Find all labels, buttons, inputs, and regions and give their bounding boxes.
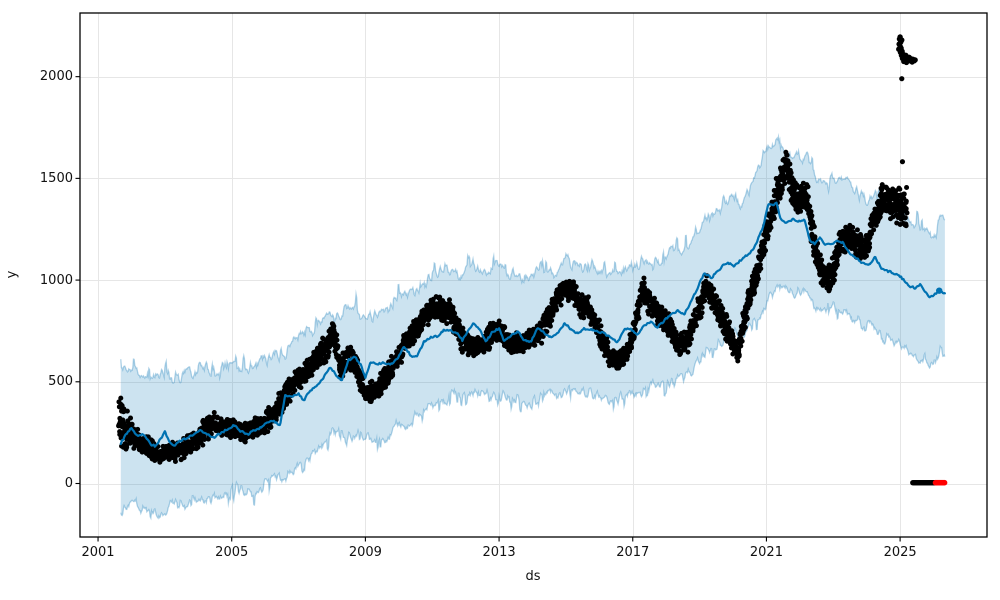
x-tick-label: 2021 (749, 545, 783, 560)
y-tick-label: 2000 (39, 69, 73, 85)
x-tick-label: 2025 (883, 545, 917, 560)
x-tick-label: 2017 (616, 545, 650, 560)
x-tick-label: 2013 (482, 545, 516, 560)
y-tick-label: 0 (64, 476, 73, 491)
x-tick-label: 2009 (348, 545, 382, 560)
y-tick-label: 1500 (39, 170, 73, 186)
x-tick-label: 2001 (81, 545, 115, 560)
x-axis-label: ds (525, 569, 541, 584)
y-tick-label: 1000 (39, 272, 73, 288)
y-tick-label: 500 (48, 374, 73, 390)
x-tick-label: 2005 (215, 545, 249, 560)
y-axis-label: y (4, 270, 20, 279)
